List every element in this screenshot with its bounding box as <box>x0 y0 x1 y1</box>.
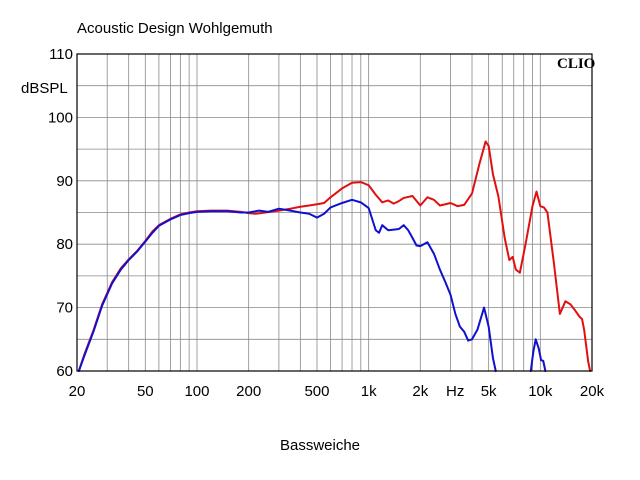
brand-mark-background <box>556 56 590 71</box>
x-tick-label: 200 <box>236 383 261 400</box>
series-line-2 <box>77 198 547 372</box>
x-tick-label: 50 <box>137 383 154 400</box>
y-tick-label: 60 <box>56 363 73 380</box>
y-tick-label: 70 <box>56 300 73 317</box>
y-tick-labels: 60 70 80 90 100 110 <box>48 46 73 380</box>
x-tick-label: 20k <box>580 383 605 400</box>
y-tick-label: 110 <box>49 46 73 63</box>
x-tick-label: 10k <box>528 383 553 400</box>
x-tick-label: 100 <box>184 383 209 400</box>
y-tick-label: 100 <box>48 109 73 126</box>
x-axis-label: Bassweiche <box>280 437 360 454</box>
x-tick-label: 20 <box>69 383 86 400</box>
x-tick-label: 500 <box>304 383 329 400</box>
x-unit-label: Hz <box>446 383 464 400</box>
y-tick-label: 90 <box>56 173 73 190</box>
y-tick-label: 80 <box>56 236 73 253</box>
plot-frame <box>76 53 593 372</box>
x-tick-label: 5k <box>481 383 497 400</box>
clio-brand-mark: CLIO <box>557 56 595 72</box>
series-layer <box>77 140 592 372</box>
x-tick-labels: 20 50 100 200 500 1k 2k 5k 10k 20k <box>69 383 605 400</box>
y-axis-label: dBSPL <box>21 80 68 97</box>
x-tick-label: 1k <box>361 383 377 400</box>
chart-title: Acoustic Design Wohlgemuth <box>77 20 273 37</box>
x-tick-label: 2k <box>412 383 428 400</box>
